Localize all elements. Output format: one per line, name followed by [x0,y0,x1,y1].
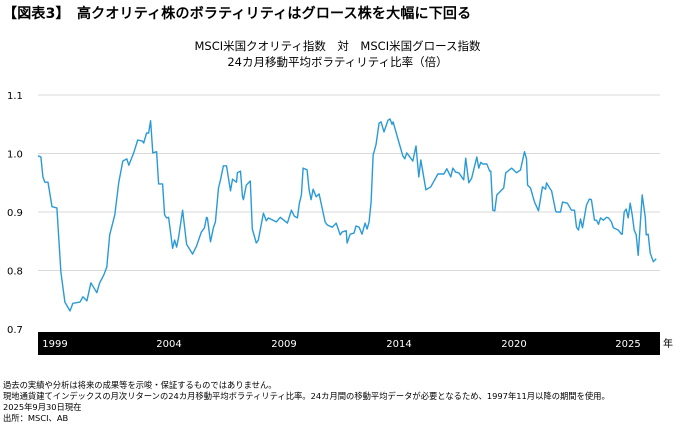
volatility-ratio-line [37,118,657,312]
x-axis-label: 年 [663,337,673,350]
disclaimer-note: 過去の実績や分析は将来の成果等を示唆・保証するものではありません。 [3,380,277,390]
y-tick-label: 1.0 [7,150,23,161]
x-tick-label: 1999 [42,339,67,350]
y-tick-label: 0.8 [7,267,23,278]
chart-title: MSCI米国クオリティ指数 対 MSCI米国グロース指数 [194,39,481,53]
x-tick-label: 2009 [271,339,296,350]
y-tick-label: 1.1 [7,91,23,102]
footnotes: 過去の実績や分析は将来の成果等を示唆・保証するものではありません。 現地通貨建て… [3,380,610,424]
x-axis-band [38,332,660,355]
chart-subtitle: 24カ月移動平均ボラティリティ比率（倍） [227,55,448,69]
y-tick-label: 0.9 [7,208,23,219]
figure-title: 【図表3】 高クオリティ株のボラティリティはグロース株を大幅に下回る [3,6,472,22]
y-tick-label: 0.7 [7,325,23,336]
x-tick-label: 2025 [615,339,640,350]
method-note: 現地通貨建てインデックスの月次リターンの24カ月移動平均ボラティリティ比率。24… [3,391,610,401]
x-tick-label: 2014 [386,339,411,350]
x-tick-label: 2004 [156,339,181,350]
date-note: 2025年9月30日現在 [3,402,82,412]
x-tick-label: 2020 [501,339,526,350]
source-note: 出所：MSCI、AB [3,413,69,423]
